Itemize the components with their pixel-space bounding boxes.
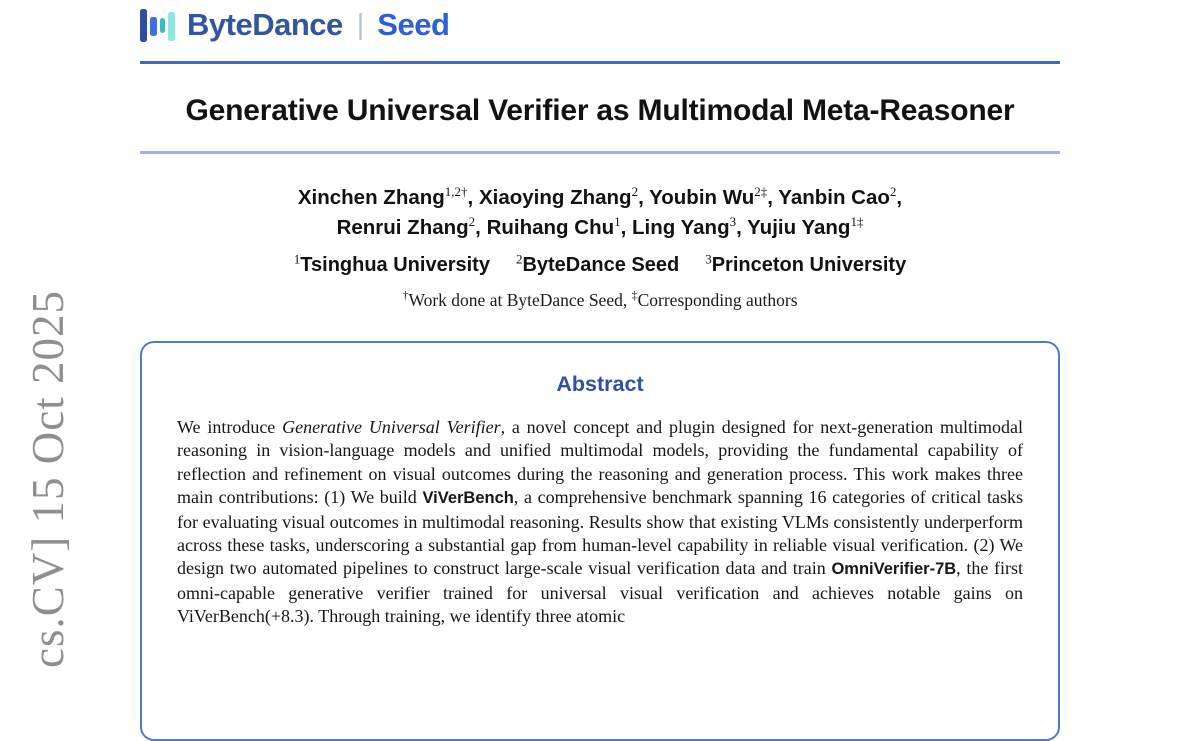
abstract-segment: , the first omni-capable generative veri… xyxy=(177,558,1023,627)
arxiv-watermark: cs.CV] 15 Oct 2025 xyxy=(23,290,73,668)
author-name: Ling Yang3 xyxy=(632,214,737,239)
brand-bytedance-text: ByteDance xyxy=(187,7,343,42)
author-affil-marker: 1,2† xyxy=(444,184,468,200)
abstract-box: Abstract We introduce Generative Univers… xyxy=(140,341,1060,741)
author-name: Yanbin Cao2 xyxy=(778,184,897,209)
bytedance-seed-logo: ByteDance | Seed xyxy=(140,4,1060,46)
paper-page: ByteDance | Seed Generative Universal Ve… xyxy=(140,0,1060,741)
brand-separator: | xyxy=(356,8,365,41)
logo-bar-3 xyxy=(160,18,165,33)
footnote-marker: ‡ xyxy=(631,288,638,303)
brand-seed-text: Seed xyxy=(377,7,450,42)
abstract-text: We introduce Generative Universal Verifi… xyxy=(177,416,1023,629)
abstract-segment: Generative Universal Verifier xyxy=(282,417,501,437)
author-affil-marker: 2 xyxy=(468,214,476,230)
author-footnote: †Work done at ByteDance Seed, ‡Correspon… xyxy=(402,288,798,310)
author-name: Youbin Wu2‡ xyxy=(649,184,768,209)
logo-bar-2 xyxy=(150,17,157,36)
author-name: Xinchen Zhang1,2† xyxy=(297,184,468,209)
author-name: Renrui Zhang2 xyxy=(336,214,476,239)
bytedance-bars-icon xyxy=(140,5,176,45)
abstract-segment: , a comprehensive benchmark spanning 16 … xyxy=(177,487,1024,579)
affiliation-item: 1Tsinghua University xyxy=(293,251,490,276)
paper-title: Generative Universal Verifier as Multimo… xyxy=(185,94,1015,127)
author-line-1: Xinchen Zhang1,2†, Xiaoying Zhang2, Youb… xyxy=(297,184,903,209)
top-rule xyxy=(140,61,1060,64)
author-affil-marker: 2‡ xyxy=(754,184,768,200)
affiliations: 1Tsinghua University 2ByteDance Seed 3Prin… xyxy=(140,252,1060,278)
abstract-segment: , a novel concept and plugin designed fo… xyxy=(177,417,1023,508)
author-name: Ruihang Chu1 xyxy=(486,214,621,239)
affiliation-item: 3Princeton University xyxy=(705,251,907,276)
affiliation-number: 3 xyxy=(705,251,712,267)
author-affil-marker: 2 xyxy=(631,184,639,200)
author-name: Xiaoying Zhang2 xyxy=(478,184,639,209)
abstract-segment: ViVerBench xyxy=(422,489,514,508)
title-rule xyxy=(140,151,1060,154)
logo-bar-4 xyxy=(168,12,175,41)
affiliation-number: 2 xyxy=(515,251,523,267)
abstract-segment: We introduce xyxy=(177,417,283,437)
abstract-segment: OmniVerifier-7B xyxy=(831,560,957,579)
author-affil-marker: 1‡ xyxy=(850,214,864,230)
author-affil-marker: 3 xyxy=(729,214,737,230)
author-name: Yujiu Yang1‡ xyxy=(747,214,864,239)
logo-bar-1 xyxy=(140,9,147,42)
author-affil-marker: 2 xyxy=(889,184,897,200)
affiliation-number: 1 xyxy=(293,251,301,267)
footnote-marker: † xyxy=(402,288,409,303)
abstract-heading: Abstract xyxy=(556,372,644,396)
author-affil-marker: 1 xyxy=(614,214,621,230)
affiliation-item: 2ByteDance Seed xyxy=(515,251,680,276)
author-line-2: Renrui Zhang2, Ruihang Chu1, Ling Yang3,… xyxy=(336,214,864,239)
